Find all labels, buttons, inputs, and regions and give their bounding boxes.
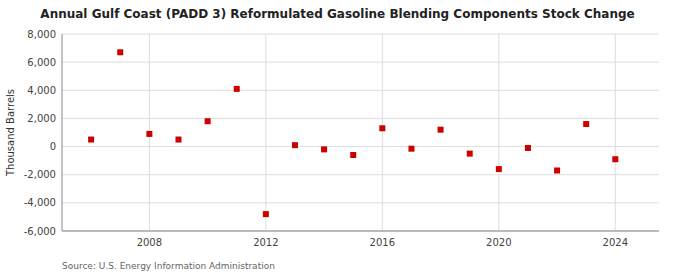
x-tick-label: 2016 <box>370 237 395 248</box>
y-tick-label: -6,000 <box>24 226 56 237</box>
point <box>525 145 531 151</box>
point <box>583 121 589 127</box>
point <box>146 131 152 137</box>
x-tick-label: 2008 <box>137 237 162 248</box>
point <box>292 142 298 148</box>
y-grid-line <box>62 90 659 91</box>
y-tick-label: 4,000 <box>27 85 56 96</box>
y-tick-label: 2,000 <box>27 113 56 124</box>
y-axis-label: Thousand Barrels <box>5 89 16 177</box>
y-grid-line <box>62 118 659 119</box>
point <box>467 151 473 157</box>
point <box>496 166 502 172</box>
point <box>438 127 444 133</box>
point <box>612 156 618 162</box>
y-grid-line <box>62 174 659 175</box>
y-grid-line <box>62 146 659 147</box>
point <box>379 125 385 131</box>
y-tick-label: -4,000 <box>24 197 56 208</box>
x-axis-line <box>62 231 659 232</box>
x-grid-line <box>265 34 266 231</box>
point <box>117 49 123 55</box>
point <box>554 167 560 173</box>
y-axis-line <box>62 34 63 231</box>
point <box>234 86 240 92</box>
x-tick-label: 2012 <box>253 237 278 248</box>
y-grid-line <box>62 202 659 203</box>
point <box>350 152 356 158</box>
point <box>175 137 181 143</box>
x-grid-line <box>615 34 616 231</box>
point <box>205 118 211 124</box>
point <box>408 146 414 152</box>
point <box>263 211 269 217</box>
axes: -6,000 -4,000 -2,000 0 2,000 4,000 6,000 8,000 2… <box>24 29 659 249</box>
point <box>321 146 327 152</box>
y-grid-line <box>62 62 659 63</box>
chart: Annual Gulf Coast (PADD 3) Reformulated … <box>0 0 675 275</box>
x-grid-line <box>498 34 499 231</box>
x-grid-line <box>382 34 383 231</box>
points <box>88 49 618 217</box>
grid <box>62 34 659 231</box>
source-note: Source: U.S. Energy Information Administ… <box>62 261 275 271</box>
x-tick-label: 2024 <box>603 237 628 248</box>
y-grid-line <box>62 34 659 35</box>
title: Annual Gulf Coast (PADD 3) Reformulated … <box>40 7 634 21</box>
y-tick-label: 6,000 <box>27 57 56 68</box>
x-tick-label: 2020 <box>486 237 511 248</box>
y-tick-label: -2,000 <box>24 169 56 180</box>
y-tick-label: 0 <box>50 141 56 152</box>
y-grid-line <box>62 231 659 232</box>
y-tick-label: 8,000 <box>27 29 56 40</box>
point <box>88 137 94 143</box>
